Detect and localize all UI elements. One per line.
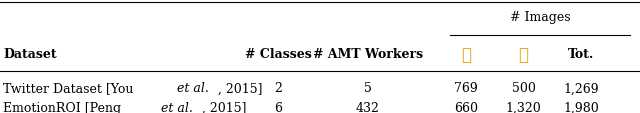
Text: # AMT Workers: # AMT Workers	[313, 48, 423, 61]
Text: 1,269: 1,269	[563, 82, 599, 95]
Text: et al.: et al.	[177, 82, 209, 95]
Text: Dataset: Dataset	[3, 48, 57, 61]
Text: , 2015]: , 2015]	[202, 101, 246, 113]
Text: 500: 500	[511, 82, 536, 95]
Text: # Images: # Images	[510, 11, 570, 24]
Text: 5: 5	[364, 82, 372, 95]
Text: 1,320: 1,320	[506, 101, 541, 113]
Text: 🙂: 🙂	[461, 45, 471, 63]
Text: Twitter Dataset [You: Twitter Dataset [You	[3, 82, 138, 95]
Text: # Classes: # Classes	[245, 48, 312, 61]
Text: Tot.: Tot.	[568, 48, 595, 61]
Text: 🙁: 🙁	[518, 45, 529, 63]
Text: et al.: et al.	[161, 101, 193, 113]
Text: EmotionROI [Peng: EmotionROI [Peng	[3, 101, 125, 113]
Text: 1,980: 1,980	[563, 101, 599, 113]
Text: 660: 660	[454, 101, 478, 113]
Text: 432: 432	[356, 101, 380, 113]
Text: 2: 2	[275, 82, 282, 95]
Text: , 2015]: , 2015]	[218, 82, 262, 95]
Text: 6: 6	[275, 101, 282, 113]
Text: 769: 769	[454, 82, 478, 95]
